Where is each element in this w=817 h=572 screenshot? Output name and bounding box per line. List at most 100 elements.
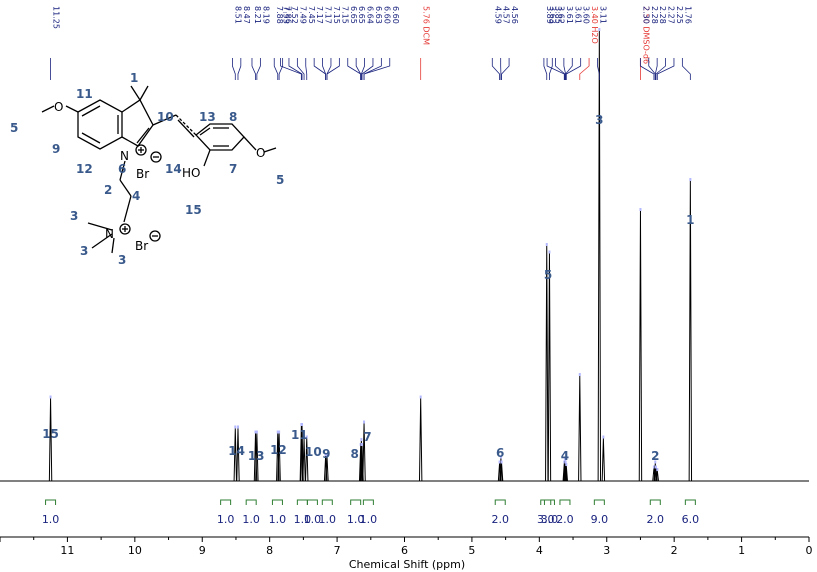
- integral-value: 1.0: [304, 513, 322, 526]
- peak-leader-line: [546, 58, 565, 80]
- integral-bracket: [684, 499, 696, 505]
- structure-number: 5: [10, 121, 18, 135]
- peak-leader-line: [326, 58, 332, 80]
- atom-hydroxyl: HO: [182, 166, 200, 180]
- peak-shift-label: 3.63: [548, 6, 557, 24]
- peak-marker: [545, 243, 548, 246]
- integral-value: 3.0: [541, 513, 559, 526]
- chemical-structure: [41, 85, 277, 254]
- integral-value: 2.0: [556, 513, 574, 526]
- peak-leader-line: [355, 58, 362, 80]
- x-tick-label: 3: [603, 544, 610, 557]
- integral-bracket: [593, 499, 605, 505]
- methoxy-bond: [65, 105, 79, 113]
- peak-leader-line: [597, 58, 600, 80]
- peak-shift-label: 6.60: [382, 6, 391, 24]
- spectrum-peak: [547, 253, 552, 482]
- peak-shift-label: 6.65: [349, 6, 358, 24]
- peak-shift-label: 3.62: [556, 6, 565, 24]
- propyl-bond: [119, 179, 132, 197]
- peak-marker: [363, 420, 366, 424]
- integral-bracket: [45, 499, 57, 505]
- structure-number: 9: [52, 142, 60, 156]
- integral-bracket: [306, 499, 318, 505]
- peak-leader-line: [555, 58, 566, 80]
- peak-marker: [689, 178, 692, 181]
- peak-shift-label: 7.15: [332, 6, 341, 24]
- propyl-bond: [123, 195, 132, 223]
- positive-charge-icon: [135, 144, 147, 156]
- peak-shift-label: 11.25: [52, 6, 61, 29]
- peak-marker: [419, 395, 422, 399]
- structure-number: 5: [276, 173, 284, 187]
- peak-shift-label: 7.86: [284, 6, 293, 24]
- atom-n-indolium: N: [120, 149, 129, 163]
- integral-value: 1.0: [269, 513, 287, 526]
- x-tick-label: 9: [199, 544, 206, 557]
- atom-o-methoxy-left: O: [54, 100, 63, 114]
- integral-value: 1.0: [360, 513, 378, 526]
- hydroxyl-bond: [203, 149, 211, 167]
- assignment-label: 12: [270, 443, 287, 457]
- peak-label-layer: 11.25 8.51 8.47 8.21 8.19 7.88 7.867.53 7.52 7.4…: [50, 6, 692, 80]
- spectrum-peak: [578, 375, 582, 482]
- c-n-double-bond: [136, 127, 150, 144]
- peak-shift-label: 8.21: [253, 6, 262, 24]
- spectrum-peak: [601, 438, 606, 482]
- peak-leader-line: [549, 58, 553, 80]
- structure-number: 2: [104, 183, 112, 197]
- peak-leader-line: [251, 58, 256, 80]
- peak-marker: [49, 395, 52, 399]
- peak-shift-label: 8.51: [233, 6, 242, 24]
- x-tick-label: 8: [266, 544, 273, 557]
- aromatic-inner-bond: [81, 132, 101, 144]
- integral-bracket: [540, 499, 552, 505]
- peak-marker: [301, 423, 304, 426]
- negative-charge-icon: [149, 230, 161, 242]
- methoxy-bond: [41, 105, 55, 113]
- peak-leader-line: [543, 58, 548, 80]
- x-tick-label: 10: [128, 544, 142, 557]
- peak-shift-label: 2.30: [641, 6, 650, 24]
- peak-shift-label: 7.52: [290, 6, 299, 24]
- atom-br-1: Br: [136, 167, 149, 181]
- peak-marker: [278, 430, 281, 434]
- structure-number: 15: [185, 203, 202, 217]
- integral-bracket: [350, 499, 362, 505]
- peak-shift-label: 7.53: [282, 6, 291, 24]
- structure-number: 13: [199, 110, 216, 124]
- spectrum-peak: [638, 210, 643, 482]
- aromatic-inner-bond: [81, 105, 101, 117]
- assignment-label: 11: [291, 428, 308, 442]
- x-tick-label: 0: [806, 544, 813, 557]
- peak-shift-label: 6.64: [366, 6, 375, 24]
- peak-leader-line: [237, 58, 242, 80]
- peak-shift-label: 6.65: [357, 6, 366, 24]
- peak-marker: [563, 460, 566, 464]
- ammonium-methyl-bond: [87, 222, 113, 231]
- x-tick-label: 1: [738, 544, 745, 557]
- peak-leader-line: [296, 58, 305, 80]
- structure-number: 4: [132, 189, 140, 203]
- integral-bracket: [649, 499, 661, 505]
- peak-leader-line: [360, 58, 365, 80]
- x-tick-label: 5: [468, 544, 475, 557]
- x-axis: 11 10 9 8 7 6 5 4 3 2 1 0: [0, 536, 813, 557]
- peak-marker: [564, 460, 567, 464]
- peak-shift-label: 7.49: [298, 6, 307, 24]
- integral-value: 9.0: [591, 513, 609, 526]
- peak-shift-label: 7.17: [324, 6, 333, 24]
- peak-marker: [563, 458, 566, 461]
- peak-shift-label: 1.76: [683, 6, 692, 24]
- integral-value: 1.0: [319, 513, 337, 526]
- aromatic-inner-bond: [199, 127, 211, 136]
- x-tick-label: 2: [671, 544, 678, 557]
- assignment-label: 2: [651, 449, 659, 463]
- integral-value: 2.0: [491, 513, 509, 526]
- structure-number: 3: [70, 209, 78, 223]
- peak-shift-label: 3.61: [565, 6, 574, 24]
- peak-shift-label: 7.17: [315, 6, 324, 24]
- integral-bracket: [220, 499, 232, 505]
- peak-leader-line: [288, 58, 303, 80]
